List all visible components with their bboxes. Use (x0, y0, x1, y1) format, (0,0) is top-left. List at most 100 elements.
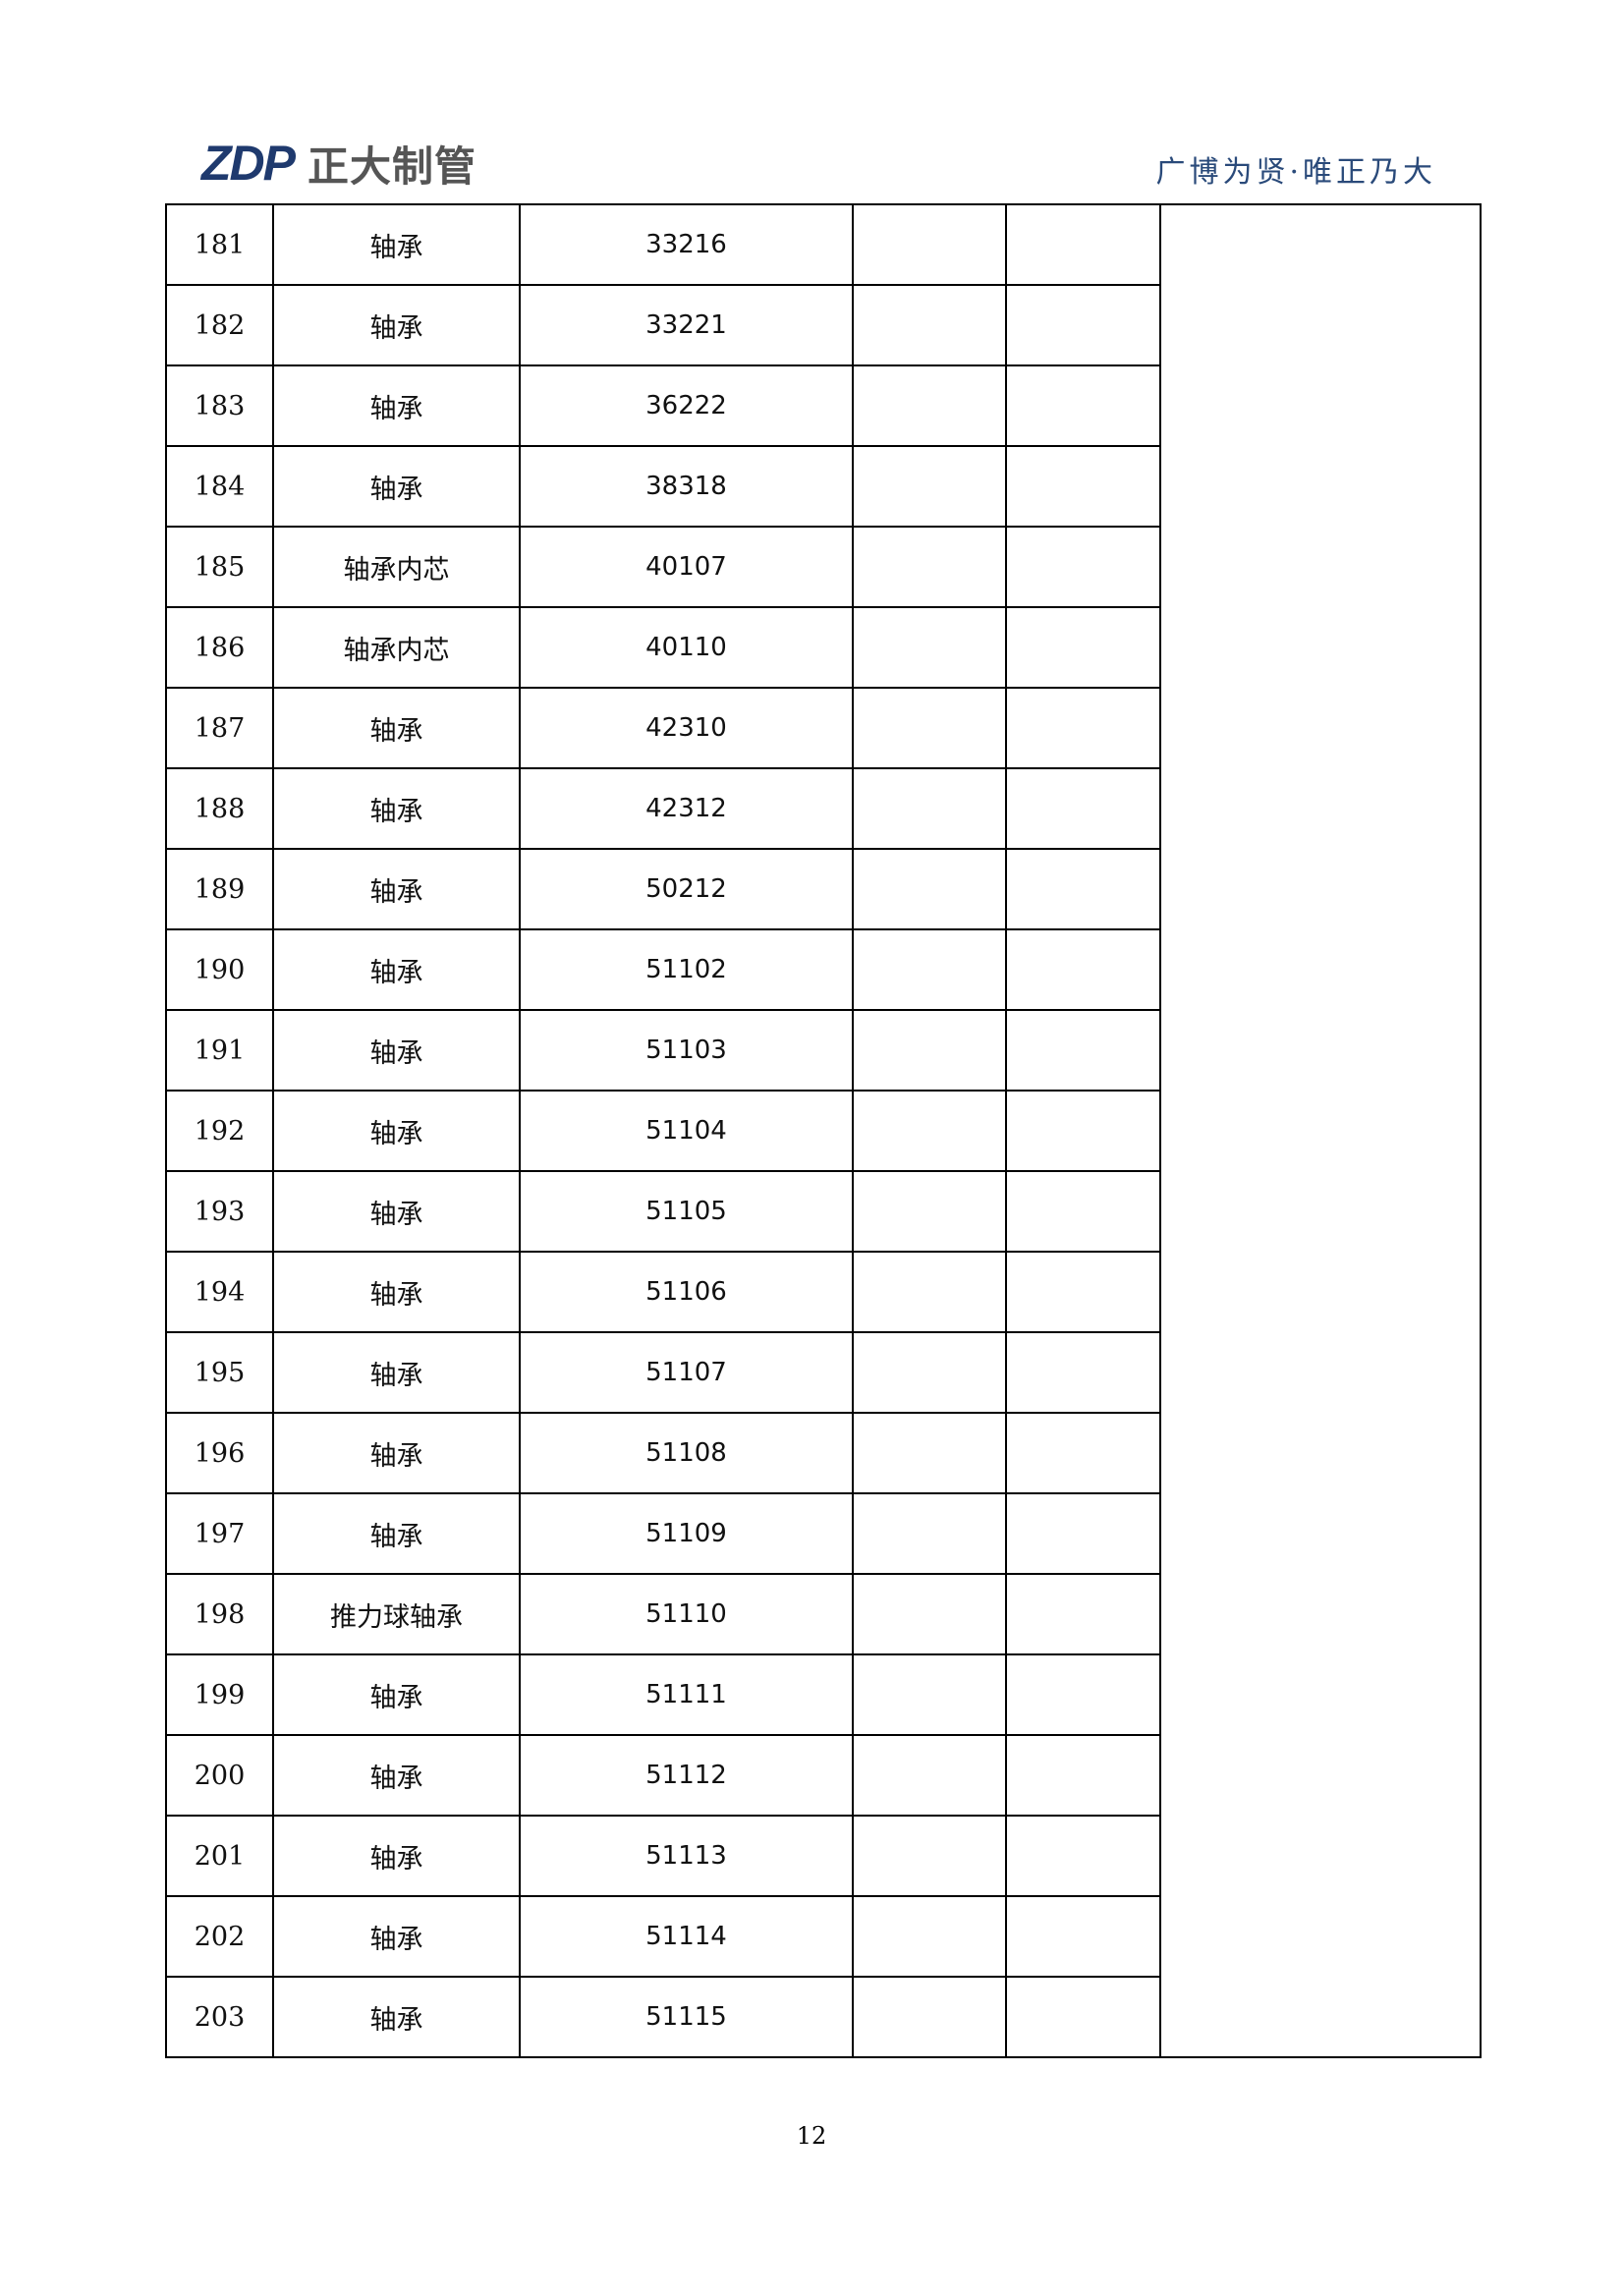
table-row: 199 轴承 51111 (165, 1653, 1481, 1736)
table-row: 202 轴承 51114 (165, 1895, 1481, 1978)
model-cell: 42312 (519, 767, 854, 850)
part-name-cell: 轴承 (272, 1170, 521, 1253)
empty-cell (1005, 1090, 1161, 1172)
row-number-cell: 191 (165, 1009, 274, 1092)
table-row: 195 轴承 51107 (165, 1331, 1481, 1414)
empty-cell (852, 1090, 1007, 1172)
part-name-cell: 轴承 (272, 767, 521, 850)
part-name-cell: 轴承 (272, 284, 521, 366)
model-cell: 51103 (519, 1009, 854, 1092)
model-cell: 50212 (519, 848, 854, 930)
empty-cell (1005, 1815, 1161, 1897)
part-name-cell: 轴承 (272, 1734, 521, 1817)
row-number-cell: 196 (165, 1412, 274, 1494)
empty-cell (1005, 1009, 1161, 1092)
model-cell: 38318 (519, 445, 854, 528)
model-cell: 33221 (519, 284, 854, 366)
empty-cell (1005, 767, 1161, 850)
model-cell: 36222 (519, 364, 854, 447)
model-cell: 51102 (519, 928, 854, 1011)
logo-company-name: 正大制管 (308, 141, 477, 191)
table-row: 197 轴承 51109 (165, 1492, 1481, 1575)
empty-cell (852, 928, 1007, 1011)
model-cell: 51105 (519, 1170, 854, 1253)
header-slogan: 广博为贤·唯正乃大 (1155, 155, 1436, 190)
part-name-cell: 轴承 (272, 1331, 521, 1414)
part-name-cell: 轴承 (272, 203, 521, 286)
part-name-cell: 轴承 (272, 928, 521, 1011)
part-name-cell: 轴承 (272, 1492, 521, 1575)
part-name-cell: 轴承 (272, 848, 521, 930)
model-cell: 51115 (519, 1976, 854, 2058)
empty-cell (852, 687, 1007, 769)
empty-cell (852, 1251, 1007, 1333)
empty-cell (1005, 445, 1161, 528)
table-row: 183 轴承 36222 (165, 364, 1481, 447)
row-number-cell: 200 (165, 1734, 274, 1817)
model-cell: 40107 (519, 526, 854, 608)
model-cell: 51104 (519, 1090, 854, 1172)
part-name-cell: 轴承内芯 (272, 526, 521, 608)
table-row: 182 轴承 33221 (165, 284, 1481, 366)
part-name-cell: 轴承 (272, 364, 521, 447)
table-row: 196 轴承 51108 (165, 1412, 1481, 1494)
empty-cell (852, 1573, 1007, 1655)
empty-cell (852, 1976, 1007, 2058)
empty-cell (852, 445, 1007, 528)
empty-cell (852, 1653, 1007, 1736)
empty-cell (1005, 1895, 1161, 1978)
row-number-cell: 197 (165, 1492, 274, 1575)
row-number-cell: 184 (165, 445, 274, 528)
row-number-cell: 188 (165, 767, 274, 850)
empty-cell (1005, 1412, 1161, 1494)
row-number-cell: 189 (165, 848, 274, 930)
model-cell: 51111 (519, 1653, 854, 1736)
model-cell: 51112 (519, 1734, 854, 1817)
row-number-cell: 193 (165, 1170, 274, 1253)
row-number-cell: 198 (165, 1573, 274, 1655)
table-row: 188 轴承 42312 (165, 767, 1481, 850)
parts-table: 181 轴承 33216 182 轴承 33221 183 轴承 36222 184 轴承 38318… (165, 203, 1482, 2058)
table-row: 186 轴承内芯 40110 (165, 606, 1481, 689)
table-row: 189 轴承 50212 (165, 848, 1481, 930)
row-number-cell: 194 (165, 1251, 274, 1333)
row-number-cell: 187 (165, 687, 274, 769)
part-name-cell: 轴承 (272, 1009, 521, 1092)
empty-cell (1005, 928, 1161, 1011)
empty-cell (852, 1009, 1007, 1092)
table-row: 181 轴承 33216 (165, 203, 1482, 2058)
table-row: 194 轴承 51106 (165, 1251, 1481, 1333)
row-number-cell: 202 (165, 1895, 274, 1978)
table-row: 200 轴承 51112 (165, 1734, 1481, 1817)
row-number-cell: 186 (165, 606, 274, 689)
row-number-cell: 183 (165, 364, 274, 447)
empty-cell (852, 848, 1007, 930)
page-number: 12 (796, 2122, 827, 2150)
empty-cell (852, 767, 1007, 850)
empty-cell (1005, 203, 1161, 286)
model-cell: 40110 (519, 606, 854, 689)
empty-cell (852, 526, 1007, 608)
company-logo: ZDP 正大制管 (201, 138, 476, 191)
empty-cell (1005, 1251, 1161, 1333)
empty-cell (852, 284, 1007, 366)
empty-cell (852, 1895, 1007, 1978)
table-row: 185 轴承内芯 40107 (165, 526, 1481, 608)
empty-cell (852, 606, 1007, 689)
model-cell: 42310 (519, 687, 854, 769)
empty-cell (1005, 526, 1161, 608)
part-name-cell: 轴承 (272, 1653, 521, 1736)
empty-cell (1005, 606, 1161, 689)
row-number-cell: 203 (165, 1976, 274, 2058)
empty-cell (1005, 1573, 1161, 1655)
part-name-cell: 轴承 (272, 1251, 521, 1333)
row-number-cell: 201 (165, 1815, 274, 1897)
part-name-cell: 轴承 (272, 687, 521, 769)
row-number-cell: 192 (165, 1090, 274, 1172)
table-row: 203 轴承 51115 (165, 1976, 1481, 2058)
part-name-cell: 轴承 (272, 445, 521, 528)
empty-cell (1005, 1331, 1161, 1414)
row-number-cell: 199 (165, 1653, 274, 1736)
empty-cell (1005, 1170, 1161, 1253)
empty-cell (852, 1734, 1007, 1817)
